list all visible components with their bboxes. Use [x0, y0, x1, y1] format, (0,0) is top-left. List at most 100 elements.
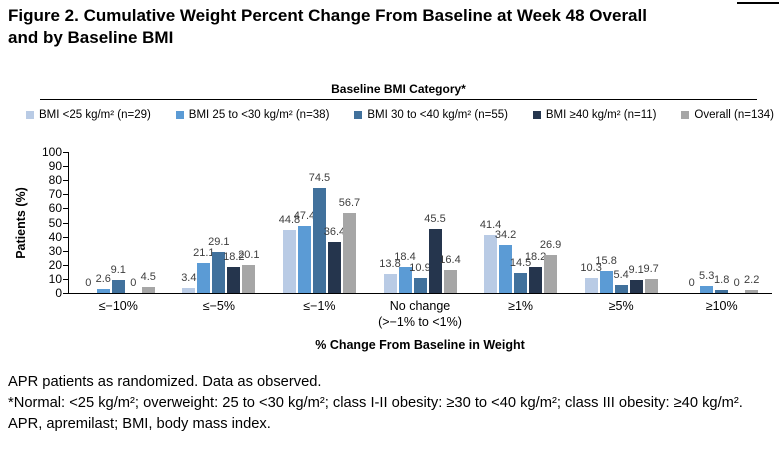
bar-value-label: 74.5 [308, 171, 331, 184]
y-tick-label: 100 [41, 145, 62, 159]
bar-bmi-40-kg-m-n-11--5 [629, 280, 643, 293]
bar-overall-n-134--2 [342, 213, 356, 293]
bar-value-label: 47.4 [293, 210, 316, 223]
legend-item-label: Overall (n=134) [694, 109, 774, 121]
legend-divider-line [40, 99, 757, 100]
legend-item-label: BMI 25 to <30 kg/m² (n=38) [188, 109, 330, 121]
legend-header: Baseline BMI Category* [331, 82, 466, 96]
bar-value-label: 3.4 [181, 272, 197, 285]
bar-value-label: 18.4 [394, 251, 416, 264]
bar-overall-n-134--6 [745, 289, 759, 293]
bar-value-label: 9.1 [628, 264, 644, 277]
bar-value-label: 29.1 [208, 235, 230, 248]
x-tick-label: ≥5% [608, 299, 634, 313]
y-tick-label: 90 [48, 159, 62, 174]
bar-bmi-25-to-30-kg-m-n-38--6 [700, 285, 714, 293]
y-tick-mark [63, 236, 68, 238]
legend-item-3: BMI ≥40 kg/m² (n=11) [532, 109, 657, 121]
bar-bmi-30-to-40-kg-m-n-55--5 [614, 285, 628, 293]
footnote-bmi-definitions: *Normal: <25 kg/m²; overweight: 25 to <3… [8, 395, 743, 411]
y-tick-label: 20 [48, 257, 62, 272]
legend-item-1: BMI 25 to <30 kg/m² (n=38) [175, 109, 330, 121]
x-tick-label: ≥10% [705, 299, 738, 313]
legend-item-label: BMI 30 to <40 kg/m² (n=55) [367, 109, 508, 121]
y-tick-label: 60 [48, 201, 62, 216]
footnotes: APR patients as randomized. Data as obse… [8, 372, 776, 435]
bar-bmi-30-to-40-kg-m-n-55--0 [111, 280, 125, 293]
figure-title-line-2: and by Baseline BMI [8, 28, 174, 47]
y-tick-mark [63, 208, 68, 210]
legend-items: BMI <25 kg/m² (n=29) BMI 25 to <30 kg/m² … [26, 109, 774, 121]
y-tick-mark [63, 278, 68, 280]
bar-value-label: 1.8 [714, 274, 730, 287]
footnote-data-observed: APR patients as randomized. Data as obse… [8, 374, 322, 390]
legend-swatch-icon [175, 111, 184, 119]
bar-bmi-30-to-40-kg-m-n-55--1 [212, 251, 226, 293]
x-tick-label: No change (>−1% to <1%) [378, 299, 462, 329]
bar-bmi-25-kg-m-n-29--1 [182, 288, 196, 293]
bar-bmi-30-to-40-kg-m-n-55--3 [413, 277, 427, 293]
legend-swatch-icon [532, 111, 541, 119]
bar-value-label: 18.2 [223, 251, 245, 264]
x-tick-label: ≥1% [508, 299, 534, 313]
y-tick-mark [63, 166, 68, 168]
bar-value-label: 2.2 [744, 273, 760, 286]
bar-overall-n-134--5 [644, 279, 658, 293]
bar-value-label: 44.8 [278, 213, 301, 226]
bar-value-label: 16.4 [439, 253, 461, 266]
x-tick-label: ≤−1% [303, 299, 336, 313]
x-tick-label: ≤−5% [202, 299, 235, 313]
bar-bmi-40-kg-m-n-11--1 [227, 267, 241, 293]
bar-bmi-25-to-30-kg-m-n-38--4 [499, 244, 513, 293]
footnote-abbreviations: APR, apremilast; BMI, body mass index. [8, 416, 271, 432]
bar-value-label: 36.4 [323, 225, 346, 238]
y-tick-mark [63, 293, 68, 294]
y-axis-title: Patients (%) [14, 187, 28, 259]
bar-bmi-25-kg-m-n-29--3 [383, 273, 397, 293]
x-tick-label: ≤−10% [98, 299, 138, 313]
legend-swatch-icon [681, 111, 690, 119]
bar-value-label: 26.9 [539, 239, 562, 252]
bar-value-label: 9.7 [643, 263, 659, 276]
y-tick-mark [63, 222, 68, 224]
bar-value-label: 0 [130, 277, 137, 289]
y-tick-label: 80 [48, 173, 62, 188]
bar-value-label: 5.3 [699, 269, 715, 282]
bar-overall-n-134--0 [141, 286, 155, 293]
bar-value-label: 0 [733, 277, 740, 289]
bar-bmi-40-kg-m-n-11--4 [529, 267, 543, 293]
bar-value-label: 18.2 [524, 251, 547, 264]
bar-value-label: 5.4 [613, 269, 629, 282]
legend-item-label: BMI ≥40 kg/m² (n=11) [545, 109, 657, 121]
legend-item-2: BMI 30 to <40 kg/m² (n=55) [354, 109, 508, 121]
bar-value-label: 9.1 [110, 264, 126, 277]
legend-item-label: BMI <25 kg/m² (n=29) [39, 109, 151, 121]
figure-title: Figure 2. Cumulative Weight Percent Chan… [8, 5, 774, 49]
bar-value-label: 10.9 [409, 261, 431, 274]
bar-overall-n-134--4 [544, 255, 558, 293]
bar-bmi-25-to-30-kg-m-n-38--0 [96, 289, 110, 293]
bar-bmi-25-to-30-kg-m-n-38--5 [599, 270, 613, 293]
bar-bmi-30-to-40-kg-m-n-55--4 [514, 272, 528, 293]
y-tick-label: 50 [48, 215, 62, 230]
bar-value-label: 0 [85, 277, 92, 289]
bar-bmi-25-to-30-kg-m-n-38--3 [398, 267, 412, 293]
bar-overall-n-134--1 [242, 264, 256, 293]
bar-bmi-25-to-30-kg-m-n-38--2 [297, 226, 311, 293]
bar-value-label: 45.5 [424, 212, 446, 225]
y-tick-label: 30 [48, 243, 62, 258]
y-tick-mark [63, 264, 68, 266]
x-axis-title: % Change From Baseline in Weight [315, 338, 525, 352]
bar-bmi-25-kg-m-n-29--4 [484, 234, 498, 293]
bar-bmi-40-kg-m-n-11--3 [428, 228, 442, 293]
legend-swatch-icon [26, 111, 34, 119]
y-tick-mark [63, 250, 68, 252]
bar-value-label: 56.7 [338, 197, 361, 210]
legend-item-0: BMI <25 kg/m² (n=29) [26, 109, 151, 121]
y-tick-mark [63, 152, 68, 153]
bar-value-label: 21.1 [193, 247, 215, 260]
bar-bmi-40-kg-m-n-11--2 [327, 241, 341, 293]
bar-bmi-25-kg-m-n-29--5 [584, 278, 598, 293]
y-tick-label: 10 [48, 271, 62, 286]
